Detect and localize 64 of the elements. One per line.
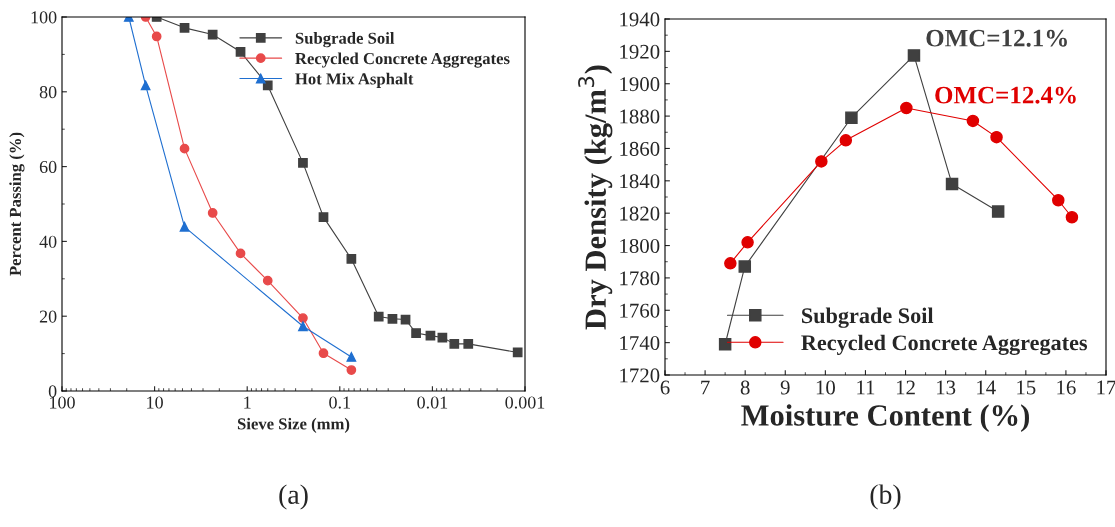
- y-tick-label: 1740: [620, 336, 660, 351]
- x-axis-title: Moisture Content (%): [741, 404, 1029, 433]
- point: [724, 257, 737, 270]
- x-tick-label: 13: [937, 380, 956, 395]
- legend-label: Hot Mix Asphalt: [295, 72, 414, 88]
- annotation: OMC=12.1%: [926, 29, 1067, 47]
- point: [815, 155, 828, 168]
- y-tick-label: 1780: [620, 271, 660, 286]
- x-tick-label: 10: [816, 380, 835, 395]
- point: [839, 134, 853, 147]
- text: (a): [279, 484, 308, 510]
- y-tick-label: 0: [48, 385, 57, 398]
- y-tick-label: 60: [39, 160, 57, 174]
- y-axis-title: Dry Density (kg/m$^{3}$): [578, 65, 613, 330]
- y-tick-label: 20: [39, 310, 57, 323]
- point: [1065, 210, 1079, 224]
- x-tick-label: 12: [896, 380, 915, 395]
- text: (b): [870, 484, 901, 510]
- y-tick-label: 1720: [620, 368, 660, 383]
- y-tick-label: 1860: [620, 141, 660, 156]
- x-tick-label: 9: [780, 380, 790, 395]
- point: [900, 101, 913, 115]
- y-axis-title: Percent Passing (%): [9, 132, 25, 276]
- y-tick-label: 1880: [620, 109, 660, 124]
- x-tick-label: 6: [660, 380, 670, 395]
- y-tick-label: 40: [39, 235, 57, 248]
- x-tick-label: 7: [701, 380, 710, 395]
- legend-label: Recycled Concrete Aggregates: [801, 334, 1088, 355]
- x-tick-label: 1: [244, 396, 251, 409]
- x-tick-label: 100: [50, 396, 75, 409]
- point: [718, 338, 732, 351]
- x-tick-label: 8: [740, 380, 750, 395]
- y-tick-label: 1760: [620, 303, 660, 318]
- legend-label: Subgrade Soil: [295, 32, 395, 48]
- x-tick-label: 11: [857, 380, 875, 395]
- y-tick-label: 1840: [620, 174, 660, 189]
- y-tick-label: 1900: [620, 77, 660, 92]
- point: [907, 49, 921, 62]
- point: [741, 236, 754, 249]
- point: [966, 114, 980, 128]
- y-tick-label: 1800: [620, 238, 660, 253]
- x-tick-label: 10: [147, 396, 163, 409]
- x-tick-label: 0.001: [505, 396, 545, 409]
- point: [845, 111, 858, 124]
- point: [991, 205, 1005, 218]
- y-tick-label: 80: [39, 86, 57, 99]
- y-tick-label: 1940: [620, 12, 660, 27]
- y-tick-label: 1820: [620, 206, 660, 221]
- y-tick-label: 100: [31, 11, 57, 24]
- point: [990, 130, 1003, 144]
- x-tick-label: 14: [977, 380, 996, 395]
- legend-label: Subgrade Soil: [802, 307, 934, 328]
- y-tick-label: 1920: [620, 44, 660, 59]
- annotation: OMC=12.4%: [935, 86, 1076, 104]
- legend-label: Recycled Concrete Aggregates: [295, 52, 510, 68]
- x-axis-title: Sieve Size (mm): [237, 417, 350, 433]
- x-tick-label: 0.01: [417, 396, 448, 409]
- point: [1052, 193, 1065, 207]
- x-tick-label: 0.1: [329, 396, 350, 409]
- x-tick-label: 17: [1097, 380, 1115, 395]
- x-tick-label: 15: [1017, 380, 1036, 395]
- point: [738, 260, 752, 273]
- x-tick-label: 16: [1057, 380, 1076, 395]
- point: [945, 177, 959, 191]
